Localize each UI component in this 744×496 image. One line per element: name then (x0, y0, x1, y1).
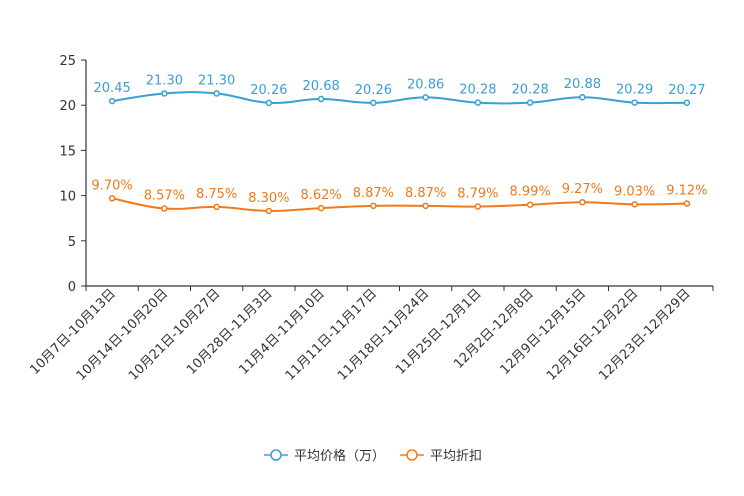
data-label: 8.79% (457, 187, 498, 202)
data-label: 20.68 (303, 79, 340, 94)
data-label: 8.57% (144, 189, 185, 204)
data-point (317, 204, 325, 212)
data-label: 20.28 (512, 83, 549, 98)
y-tick-label: 15 (59, 144, 76, 159)
data-label: 20.45 (94, 81, 131, 96)
x-tick-label: 12月23日-12月29日 (596, 286, 693, 383)
data-point (108, 195, 116, 202)
data-point (161, 205, 168, 212)
data-point (422, 202, 429, 210)
x-tick-label: 10月14日-10月20日 (74, 286, 171, 383)
y-tick-label: 20 (59, 99, 76, 114)
data-point (317, 95, 325, 103)
data-point (370, 99, 377, 107)
data-point (213, 203, 220, 211)
y-tick-label: 0 (68, 280, 76, 295)
data-label: 9.70% (91, 178, 132, 193)
data-label: 9.12% (666, 184, 707, 199)
legend-swatch-marker (270, 449, 282, 461)
y-tick-label: 5 (68, 235, 76, 250)
x-tick-label: 11月11日-11月17日 (283, 286, 380, 383)
y-tick-label: 25 (59, 54, 76, 69)
data-label: 20.26 (355, 83, 392, 98)
data-label: 8.99% (509, 185, 550, 200)
data-point (579, 93, 586, 101)
data-label: 21.30 (198, 73, 235, 88)
data-point (631, 201, 638, 208)
data-point (370, 202, 377, 210)
data-label: 20.28 (459, 83, 496, 98)
legend-label: 平均折扣 (430, 449, 482, 464)
data-point (422, 94, 429, 101)
x-tick-label: 12月16日-12月22日 (544, 286, 641, 383)
data-label: 21.30 (146, 73, 183, 88)
x-tick-label: 10月21日-10月27日 (126, 286, 223, 383)
data-point (108, 97, 116, 105)
data-label: 8.87% (405, 186, 446, 201)
data-label: 8.62% (300, 188, 341, 203)
data-label: 9.27% (562, 182, 603, 197)
legend[interactable]: 平均价格（万） 平均折扣 (264, 448, 482, 464)
data-point (474, 203, 482, 210)
data-point (526, 201, 534, 208)
legend-label: 平均价格（万） (294, 448, 385, 464)
data-point (474, 99, 482, 106)
data-point (579, 198, 586, 206)
data-point (265, 207, 273, 215)
series-layer: 20.45 21.30 21.30 20.26 20.68 20.26 20.86 20.28… (91, 73, 708, 215)
series-line (111, 197, 687, 212)
data-point (631, 99, 638, 106)
data-label: 8.87% (353, 186, 394, 201)
data-label: 20.27 (668, 83, 705, 98)
x-tick-label: 10月7日-10月13日 (27, 286, 119, 378)
series-line (111, 91, 687, 105)
legend-item[interactable]: 平均价格（万） (264, 448, 385, 464)
data-label: 9.03% (614, 184, 655, 199)
data-point (683, 200, 691, 207)
legend-item[interactable]: 平均折扣 (400, 449, 482, 464)
data-label: 20.26 (250, 83, 287, 98)
legend-swatch-marker (406, 449, 418, 461)
data-label: 8.30% (248, 191, 289, 206)
y-tick-label: 10 (59, 190, 76, 205)
data-point (265, 99, 273, 107)
data-label: 20.88 (564, 77, 601, 92)
x-tick-label: 11月18日-11月24日 (335, 286, 432, 383)
data-point (161, 90, 168, 97)
data-label: 20.29 (616, 83, 653, 98)
data-point (213, 90, 220, 97)
data-label: 8.75% (196, 187, 237, 202)
data-point (526, 99, 534, 106)
data-point (683, 99, 691, 107)
data-label: 20.86 (407, 77, 444, 92)
